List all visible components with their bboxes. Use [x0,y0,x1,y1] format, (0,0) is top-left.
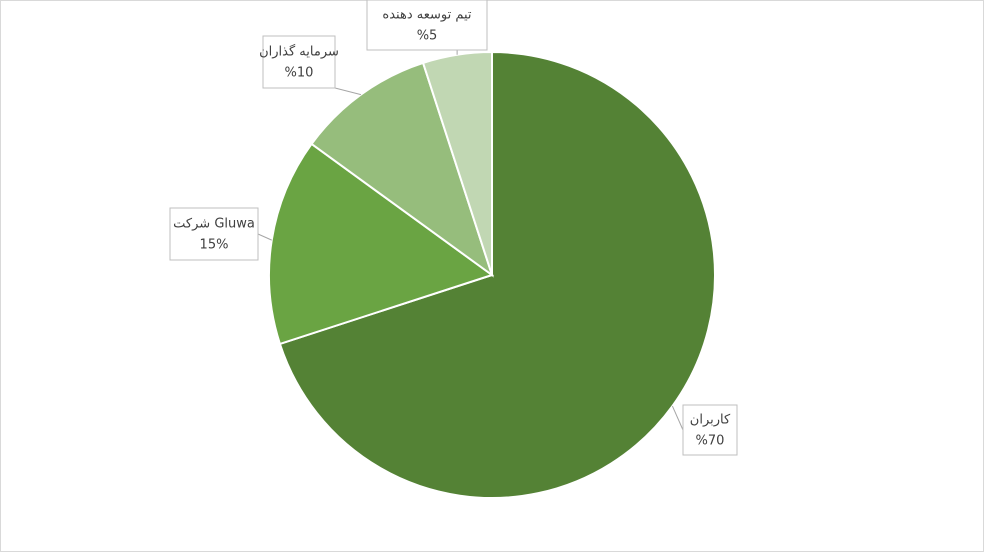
label-box [366,0,488,51]
value-label: %5 [417,29,438,44]
category-label: شرکت Gluwa [173,217,255,232]
value-label: 15% [200,238,229,253]
label-box [262,35,336,89]
pie-slice [278,50,716,499]
value-label: %70 [696,434,725,449]
label-box [682,404,738,456]
label-box [169,207,259,261]
leader-line [334,87,362,96]
leader-line [671,405,684,431]
category-label: تیم توسعه دهنده [382,8,472,23]
category-label: سرمایه گذاران [259,44,339,60]
value-label: %10 [285,66,314,81]
pie-slice [268,142,495,346]
category-label: کاربران [690,413,731,428]
leader-line [257,233,272,241]
